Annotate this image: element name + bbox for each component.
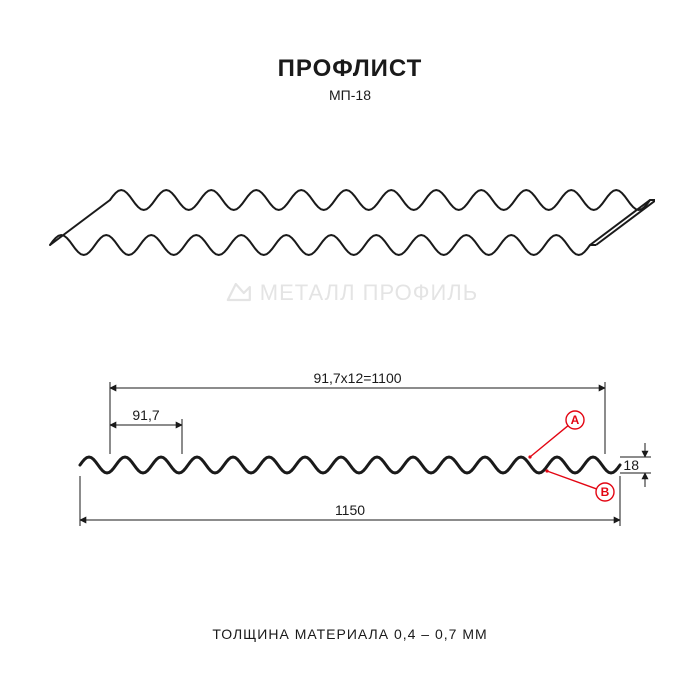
svg-text:91,7x12=1100: 91,7x12=1100	[313, 370, 401, 386]
svg-text:A: A	[571, 413, 580, 427]
title-block: ПРОФЛИСТ МП-18	[0, 0, 700, 103]
footer-note: ТОЛЩИНА МАТЕРИАЛА 0,4 – 0,7 ММ	[0, 626, 700, 642]
svg-text:B: B	[601, 485, 610, 499]
page-subtitle: МП-18	[0, 87, 700, 103]
isometric-profile-drawing	[45, 140, 655, 285]
svg-text:91,7: 91,7	[132, 407, 159, 423]
page-title: ПРОФЛИСТ	[0, 55, 700, 83]
svg-text:18: 18	[623, 457, 639, 473]
cross-section-drawing: 91,7x12=1100 91,7 1150 18 A B	[45, 370, 655, 540]
svg-text:1150: 1150	[335, 502, 365, 518]
